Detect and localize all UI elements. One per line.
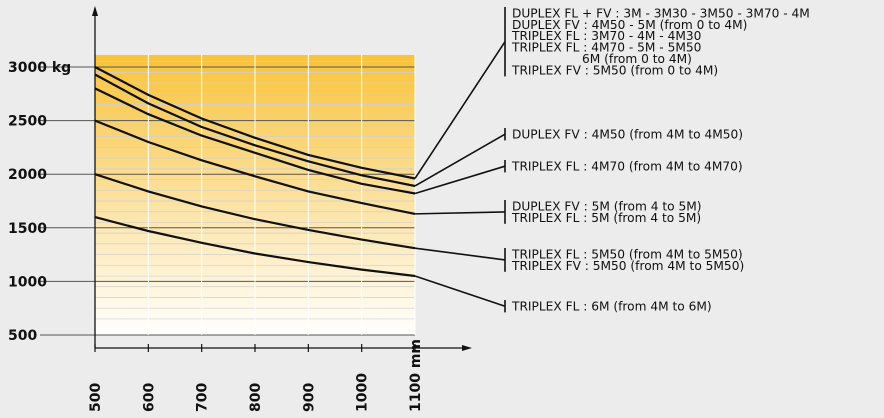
y-tick-label: 500: [8, 328, 37, 344]
y-tick-label: 3000 kg: [8, 60, 71, 76]
x-axis-arrow: [462, 345, 472, 351]
legend-entry: TRIPLEX FL : 5M (from 4 to 5M): [511, 211, 701, 225]
x-tick-label: 800: [248, 383, 264, 412]
series-line: [94, 119, 416, 215]
legend-entry: TRIPLEX FV : 5M50 (from 4M to 5M50): [511, 259, 744, 273]
y-tick-label: 1500: [8, 221, 47, 237]
x-tick-label: 900: [301, 383, 317, 412]
y-axis-arrow: [92, 6, 98, 16]
legend-entry: DUPLEX FV : 5M (from 4 to 5M): [512, 199, 701, 213]
series-line: [94, 216, 416, 278]
leader-line: [414, 165, 506, 195]
legend-entry: TRIPLEX FL : 4M70 (from 4M to 4M70): [511, 159, 743, 173]
legend-entry: TRIPLEX FL : 5M50 (from 4M to 5M50): [511, 247, 743, 261]
legend-entry: TRIPLEX FL : 4M70 - 5M - 5M50: [511, 41, 701, 55]
x-tick-label: 600: [141, 383, 157, 412]
series-line: [94, 73, 416, 188]
legend-entry: TRIPLEX FL : 6M (from 4M to 6M): [511, 299, 712, 313]
x-tick-label: 1100 mm: [408, 339, 424, 412]
series-line: [94, 173, 416, 250]
leader-line: [414, 211, 506, 215]
y-tick-label: 2000: [8, 167, 47, 183]
x-tick-label: 500: [88, 383, 104, 412]
series-line: [94, 66, 416, 180]
leader-line: [414, 133, 506, 187]
leader-line: [414, 247, 506, 261]
leader-line: [414, 41, 506, 179]
legend-entry: DUPLEX FV : 4M50 - 5M (from 0 to 4M): [512, 18, 747, 32]
series-line: [94, 87, 416, 195]
legend-entry: TRIPLEX FL : 3M70 - 4M - 4M30: [511, 29, 701, 43]
legend-entry: DUPLEX FL + FV : 3M - 3M30 - 3M50 - 3M70…: [512, 6, 810, 20]
x-tick-label: 1000: [355, 373, 371, 412]
legend-entry: 6M (from 0 to 4M): [582, 52, 692, 66]
legend-entry: TRIPLEX FV : 5M50 (from 0 to 4M): [511, 63, 718, 77]
legend-entry: DUPLEX FV : 4M50 (from 4M to 4M50): [512, 127, 743, 141]
leader-line: [414, 275, 506, 307]
x-tick-label: 700: [195, 383, 211, 412]
y-tick-label: 1000: [8, 274, 47, 290]
y-tick-label: 2500: [8, 114, 47, 130]
